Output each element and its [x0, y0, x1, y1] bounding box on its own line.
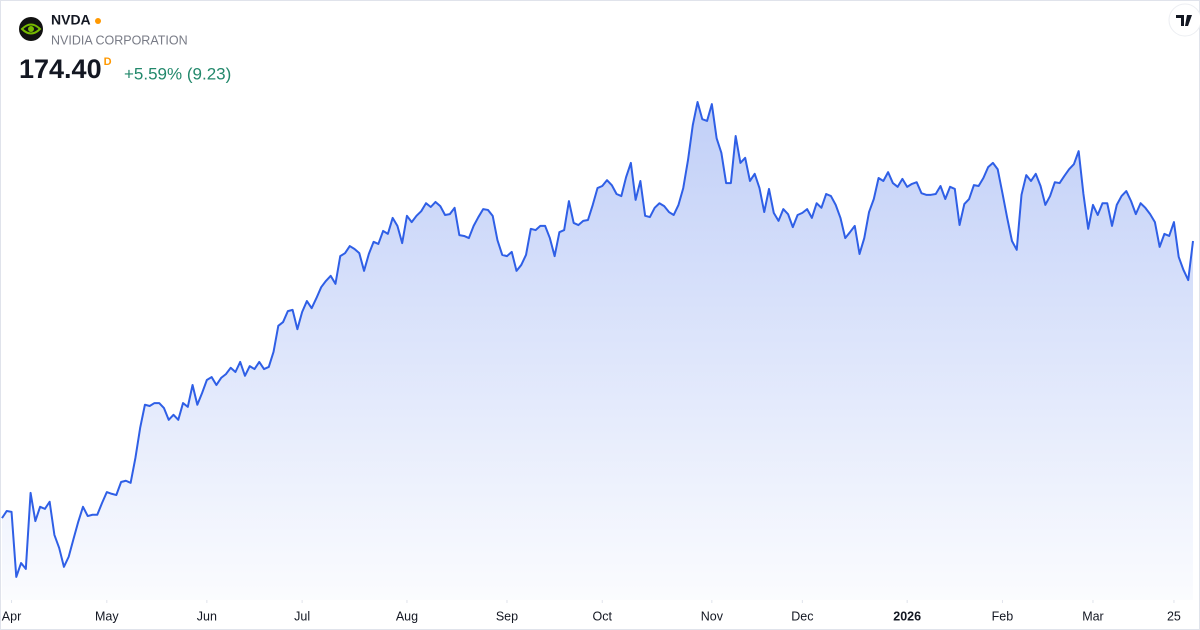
- x-tick-label: Jun: [197, 609, 217, 623]
- x-tick-label: 2026: [893, 609, 921, 623]
- x-tick-label: Apr: [2, 609, 21, 623]
- area-fill: [2, 102, 1193, 600]
- interval: D: [104, 56, 112, 68]
- x-tick-label: Jul: [294, 609, 310, 623]
- symbol: NVDA: [51, 12, 91, 28]
- x-tick-label: 25: [1167, 609, 1181, 623]
- company-name: NVIDIA CORPORATION: [51, 33, 188, 47]
- price-line: [1, 101, 1194, 578]
- status-dot: [95, 18, 101, 24]
- x-tick-label: Aug: [396, 609, 418, 623]
- price: 174.40: [19, 54, 102, 84]
- x-tick-label: Oct: [593, 609, 613, 623]
- change: +5.59% (9.23): [124, 64, 231, 83]
- x-tick-label: Feb: [992, 609, 1014, 623]
- x-tick-label: Nov: [701, 609, 724, 623]
- x-tick-label: Mar: [1082, 609, 1104, 623]
- x-tick-label: Sep: [496, 609, 518, 623]
- logo: [19, 17, 43, 41]
- x-tick-label: Dec: [791, 609, 813, 623]
- plot: Apr May Jun Jul Aug Sep Oct Nov Dec 2026 Feb Mar 25: [1, 101, 1194, 623]
- tv-logo: [1168, 3, 1200, 37]
- x-tick-label: May: [95, 609, 119, 623]
